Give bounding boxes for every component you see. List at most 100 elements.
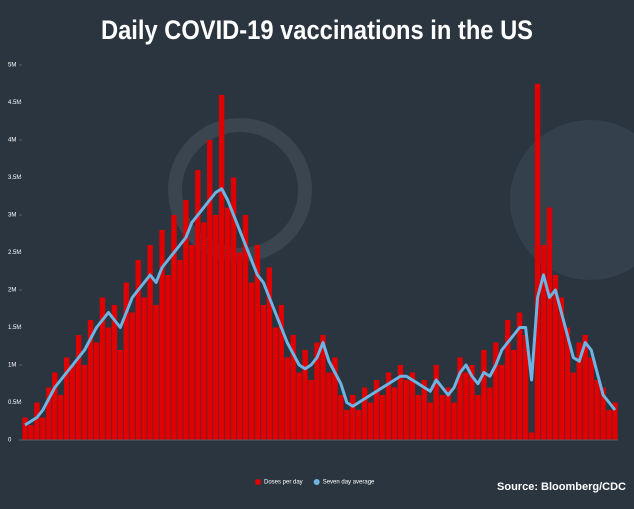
bar bbox=[356, 410, 362, 440]
bar bbox=[469, 365, 475, 440]
bar bbox=[522, 335, 529, 440]
legend-label: Seven day average bbox=[323, 480, 375, 486]
bar bbox=[40, 417, 46, 440]
bar bbox=[439, 395, 445, 440]
source: Source: Bloomberg/CDC bbox=[497, 481, 626, 493]
bar bbox=[588, 357, 594, 440]
bar bbox=[499, 365, 505, 440]
bar bbox=[22, 417, 28, 440]
bar bbox=[332, 357, 338, 440]
bar bbox=[171, 215, 177, 440]
bar bbox=[201, 222, 207, 440]
bar bbox=[373, 380, 380, 440]
bar bbox=[254, 245, 261, 440]
bar bbox=[242, 215, 249, 440]
bar bbox=[284, 357, 290, 440]
y-tick-label: 0.5M bbox=[8, 400, 21, 406]
y-tick-label: 4M bbox=[8, 138, 16, 144]
bar bbox=[218, 95, 225, 440]
bar bbox=[463, 372, 469, 440]
bar bbox=[415, 395, 422, 440]
bar bbox=[403, 380, 410, 440]
y-tick-label: 3.5M bbox=[8, 175, 21, 181]
bar bbox=[81, 365, 88, 440]
bar bbox=[28, 425, 34, 440]
bar bbox=[34, 402, 40, 440]
y-tick-label: 5M bbox=[8, 63, 16, 69]
legend-label: Doses per day bbox=[264, 480, 303, 486]
bar bbox=[320, 335, 326, 440]
bar bbox=[117, 350, 124, 440]
bar bbox=[600, 387, 606, 440]
bar bbox=[385, 372, 392, 440]
bar bbox=[296, 372, 302, 440]
bar bbox=[606, 410, 612, 440]
bar bbox=[540, 245, 547, 440]
bar bbox=[153, 305, 159, 440]
legend-swatch bbox=[313, 479, 320, 485]
bar bbox=[445, 387, 451, 440]
bar bbox=[493, 342, 499, 440]
bar bbox=[594, 380, 600, 440]
legend-swatch bbox=[255, 479, 261, 485]
bar bbox=[570, 372, 576, 440]
bar bbox=[195, 170, 201, 440]
bar bbox=[207, 140, 213, 440]
bar bbox=[481, 350, 487, 440]
bar bbox=[421, 380, 427, 440]
bar bbox=[511, 350, 517, 440]
bar bbox=[147, 245, 153, 440]
bar bbox=[69, 365, 76, 440]
bar bbox=[397, 365, 404, 440]
bar bbox=[129, 312, 135, 440]
bar bbox=[564, 327, 571, 440]
y-tick-label: 2.5M bbox=[8, 250, 21, 256]
bar bbox=[260, 305, 267, 440]
bar bbox=[451, 402, 457, 440]
bar bbox=[58, 395, 64, 440]
bar bbox=[248, 282, 255, 440]
y-tick-label: 2M bbox=[8, 288, 16, 294]
bar bbox=[475, 395, 481, 440]
background-decor bbox=[510, 120, 634, 280]
bar bbox=[558, 297, 565, 440]
bar bbox=[528, 432, 535, 440]
chart-title: Daily COVID-19 vaccinations in the US bbox=[101, 15, 533, 45]
bar bbox=[290, 335, 296, 440]
bar bbox=[350, 395, 356, 440]
bar bbox=[165, 275, 171, 440]
bar bbox=[123, 282, 129, 440]
bar bbox=[612, 402, 618, 440]
bar bbox=[344, 410, 350, 440]
bar bbox=[409, 372, 416, 440]
y-tick-label: 4.5M bbox=[8, 100, 21, 106]
bar bbox=[534, 83, 541, 440]
bar bbox=[111, 305, 118, 440]
bar bbox=[266, 267, 273, 440]
bar bbox=[236, 252, 243, 440]
bar bbox=[326, 372, 332, 440]
bar bbox=[505, 320, 511, 440]
bar bbox=[433, 365, 439, 440]
bar bbox=[552, 275, 559, 440]
bar bbox=[546, 207, 553, 440]
bar bbox=[189, 245, 195, 440]
bar bbox=[135, 260, 141, 440]
y-tick-label: 0 bbox=[8, 438, 12, 444]
bar bbox=[230, 177, 237, 440]
bar bbox=[64, 357, 70, 440]
bar bbox=[177, 260, 183, 440]
bar bbox=[183, 200, 189, 440]
bar bbox=[93, 342, 100, 440]
bar bbox=[272, 327, 278, 440]
bar bbox=[314, 342, 320, 440]
bar bbox=[367, 402, 374, 440]
bar bbox=[582, 335, 588, 440]
bar bbox=[457, 357, 463, 440]
bar bbox=[141, 297, 147, 440]
bar bbox=[159, 230, 165, 440]
bar bbox=[391, 387, 398, 440]
bar bbox=[338, 395, 344, 440]
y-tick-label: 3M bbox=[8, 213, 16, 219]
